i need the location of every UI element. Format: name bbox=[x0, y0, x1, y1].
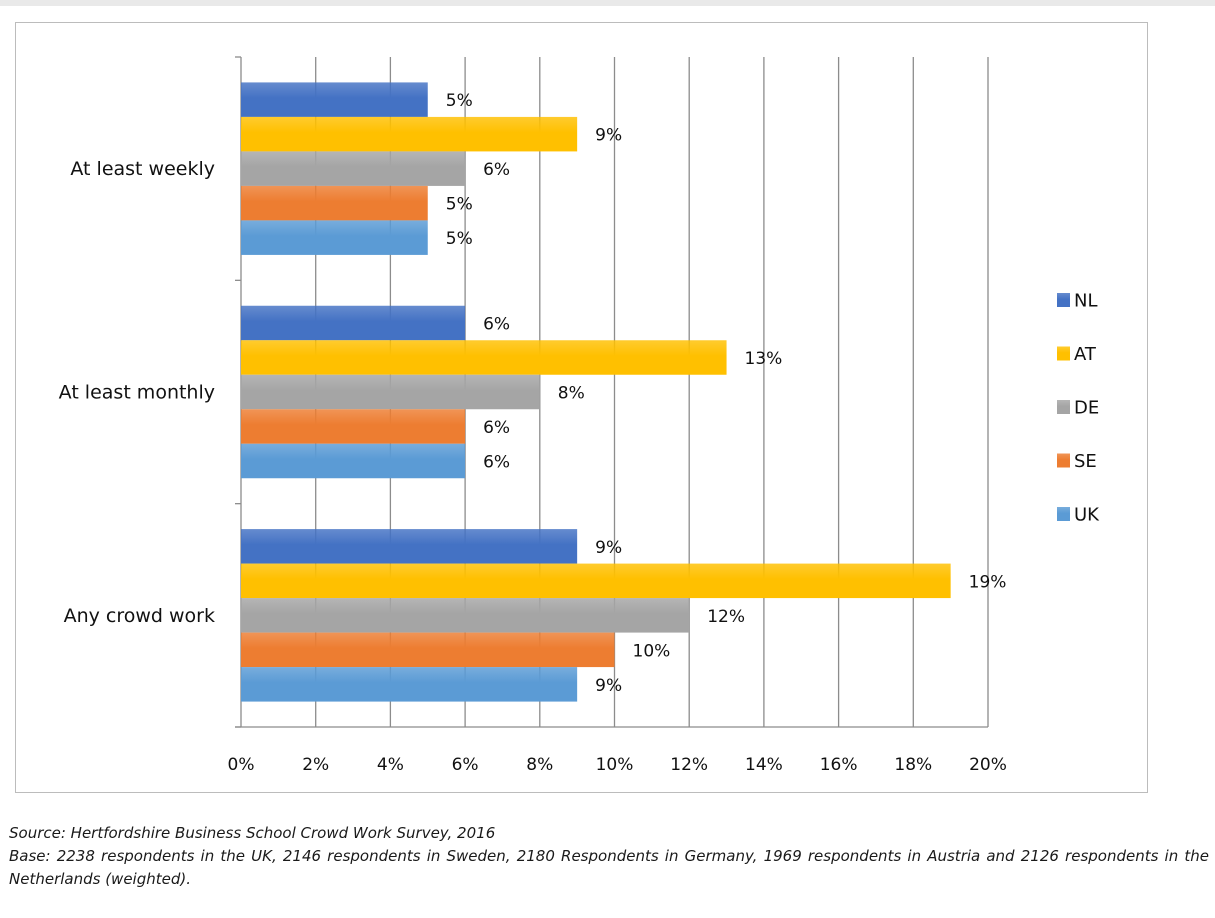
data-label-at-least-monthly-de: 8% bbox=[558, 384, 585, 404]
x-tick-label-14: 14% bbox=[745, 755, 783, 775]
category-label-at-least-monthly: At least monthly bbox=[59, 382, 215, 404]
legend-label-uk: UK bbox=[1074, 505, 1100, 526]
bar-at-least-monthly-se bbox=[241, 409, 466, 444]
x-tick-label-12: 12% bbox=[670, 755, 708, 775]
category-label-any-crowd-work: Any crowd work bbox=[64, 605, 215, 627]
legend-label-se: SE bbox=[1074, 451, 1097, 472]
data-label-any-crowd-work-uk: 9% bbox=[595, 676, 622, 696]
bar-at-least-weekly-at bbox=[241, 116, 578, 152]
legend-swatch-se bbox=[1057, 453, 1070, 468]
bar-at-least-weekly-uk bbox=[241, 220, 428, 255]
bar-chart: 0% 2% 4% 6% 8% 10% 12% 14% 16% 18% 20% At least wee… bbox=[59, 56, 1100, 775]
data-label-at-least-weekly-at: 9% bbox=[595, 126, 622, 146]
legend-swatch-at bbox=[1057, 346, 1070, 361]
bar-any-crowd-work-se bbox=[241, 632, 615, 668]
x-tick-label-10: 10% bbox=[596, 755, 634, 775]
data-label-any-crowd-work-nl: 9% bbox=[595, 538, 622, 558]
x-tick-label-2: 2% bbox=[302, 755, 329, 775]
x-tick-label-20: 20% bbox=[969, 755, 1007, 775]
x-tick-label-16: 16% bbox=[820, 755, 858, 775]
data-label-at-least-monthly-se: 6% bbox=[483, 418, 510, 438]
data-label-any-crowd-work-se: 10% bbox=[633, 641, 671, 661]
legend-swatch-nl bbox=[1057, 293, 1070, 307]
legend-label-at: AT bbox=[1074, 344, 1097, 365]
legend-label-de: DE bbox=[1074, 398, 1099, 419]
category-label-at-least-weekly: At least weekly bbox=[70, 158, 215, 180]
data-label-at-least-monthly-uk: 6% bbox=[483, 453, 510, 473]
source-note: Source: Hertfordshire Business School Cr… bbox=[9, 824, 496, 842]
x-tick-label-6: 6% bbox=[452, 755, 479, 775]
bar-any-crowd-work-nl bbox=[241, 529, 578, 564]
bar-any-crowd-work-uk bbox=[241, 667, 578, 702]
bar-at-least-monthly-uk bbox=[241, 443, 466, 479]
data-label-at-least-weekly-se: 5% bbox=[446, 195, 473, 215]
bar-at-least-monthly-de bbox=[241, 374, 540, 410]
x-tick-label-0: 0% bbox=[228, 755, 255, 775]
data-label-at-least-weekly-nl: 5% bbox=[446, 91, 473, 111]
legend-swatch-de bbox=[1057, 400, 1070, 414]
data-label-any-crowd-work-de: 12% bbox=[707, 607, 745, 627]
bar-at-least-monthly-at bbox=[241, 340, 727, 375]
x-tick-label-4: 4% bbox=[377, 755, 404, 775]
legend-label-nl: NL bbox=[1074, 291, 1098, 312]
legend-swatch-uk bbox=[1057, 507, 1070, 521]
bar-at-least-weekly-se bbox=[241, 185, 428, 221]
bar-at-least-monthly-nl bbox=[241, 305, 466, 341]
top-bar bbox=[0, 0, 1215, 6]
data-label-at-least-monthly-at: 13% bbox=[745, 349, 783, 369]
data-label-any-crowd-work-at: 19% bbox=[969, 572, 1007, 592]
chart-frame: 0% 2% 4% 6% 8% 10% 12% 14% 16% 18% 20% At least wee… bbox=[15, 22, 1148, 793]
base-note: Base: 2238 respondents in the UK, 2146 r… bbox=[9, 847, 1209, 888]
data-label-at-least-weekly-uk: 5% bbox=[446, 229, 473, 249]
x-tick-label-8: 8% bbox=[526, 755, 553, 775]
bar-at-least-weekly-de bbox=[241, 151, 466, 186]
bar-at-least-weekly-nl bbox=[241, 82, 428, 117]
x-tick-label-18: 18% bbox=[894, 755, 932, 775]
data-label-at-least-weekly-de: 6% bbox=[483, 160, 510, 180]
bar-any-crowd-work-at bbox=[241, 563, 951, 599]
chart-notes: Source: Hertfordshire Business School Cr… bbox=[9, 822, 1209, 891]
data-label-at-least-monthly-nl: 6% bbox=[483, 315, 510, 335]
bar-any-crowd-work-de bbox=[241, 598, 690, 633]
